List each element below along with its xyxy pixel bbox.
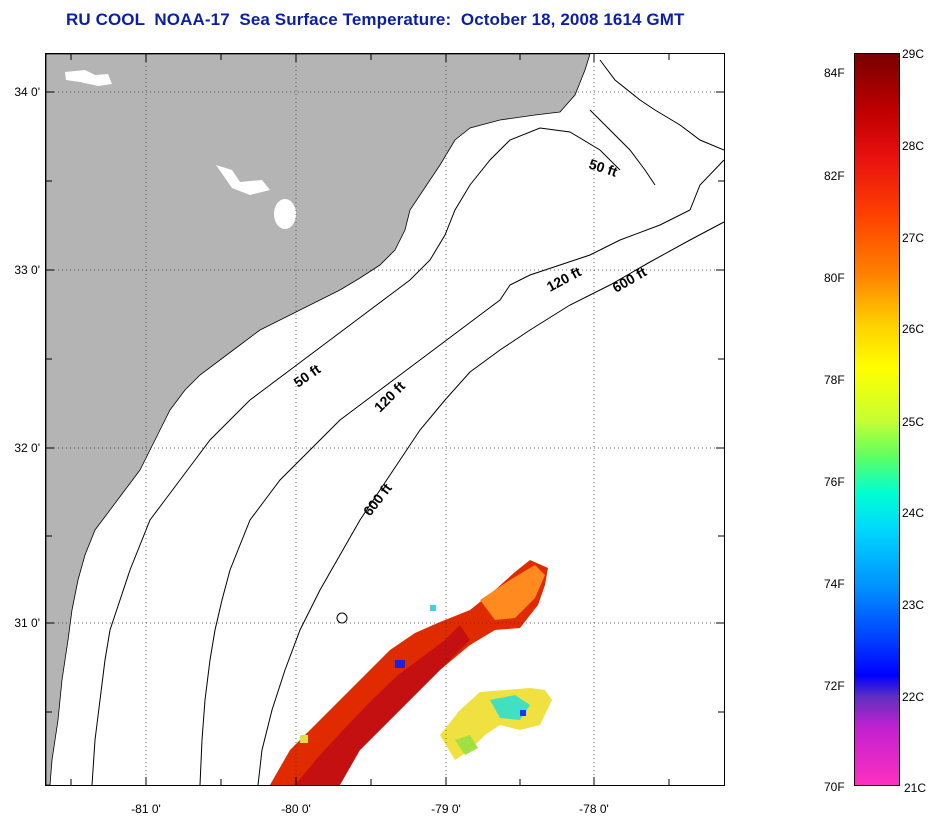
inland-lake <box>216 165 270 195</box>
colorbar-c-label: 21C <box>904 781 927 795</box>
axis-ticks <box>46 54 724 785</box>
colorbar-c-label: 24C <box>902 506 925 520</box>
coastline <box>599 59 724 151</box>
sst-orange-edge <box>480 565 545 620</box>
lat-label: 31 0' <box>14 616 40 630</box>
contour-label-600ft: 600 ft <box>610 263 650 295</box>
coastline <box>589 109 656 186</box>
colorbar-f-label: 84F <box>824 66 845 80</box>
sst-cool-patch <box>300 735 308 743</box>
colorbar-c-label: 23C <box>902 598 925 612</box>
colorbar-c-label: 22C <box>902 690 925 704</box>
colorbar-c-label: 27C <box>902 231 925 245</box>
sst-cool-patch <box>440 688 552 760</box>
sst-hot-band <box>295 625 470 785</box>
colorbar-c-label: 29C <box>902 47 925 61</box>
sst-cool-patch <box>395 660 405 668</box>
inland-lake <box>65 70 112 86</box>
contour-label-50ft: 50 ft <box>587 156 620 180</box>
map-title: RU COOL NOAA-17 Sea Surface Temperature:… <box>66 10 685 29</box>
sst-cool-patch <box>430 605 436 611</box>
lat-label: 34 0' <box>14 85 40 99</box>
lon-label: -81 0' <box>131 802 161 816</box>
colorbar-f-label: 82F <box>824 169 845 183</box>
lon-label: -78 0' <box>579 802 609 816</box>
colorbar-c-label: 28C <box>902 139 925 153</box>
colorbar-c-label: 25C <box>902 415 925 429</box>
sst-cool-patch <box>455 735 478 755</box>
contour-50ft <box>91 127 621 785</box>
lat-label: 33 0' <box>14 263 40 277</box>
temperature-colorbar <box>854 53 900 786</box>
land-area <box>46 54 591 785</box>
colorbar-f-label: 76F <box>824 475 845 489</box>
colorbar-f-label: 74F <box>824 577 845 591</box>
colorbar-f-label: 80F <box>824 271 845 285</box>
lon-label: -79 0' <box>431 802 461 816</box>
colorbar-f-label: 78F <box>824 373 845 387</box>
contour-label-600ft: 600 ft <box>360 480 395 519</box>
lon-label: -80 0' <box>281 802 311 816</box>
lat-label: 32 0' <box>14 441 40 455</box>
colorbar-f-label: 72F <box>824 679 845 693</box>
colorbar-f-label: 70F <box>824 780 845 794</box>
contour-600ft <box>257 221 724 785</box>
sst-cool-patch <box>520 710 526 716</box>
colorbar-c-label: 26C <box>902 322 925 336</box>
seamount-contour <box>336 612 348 624</box>
contour-120ft <box>199 159 724 785</box>
inland-lake <box>274 199 296 229</box>
contour-label-50ft: 50 ft <box>291 361 324 391</box>
